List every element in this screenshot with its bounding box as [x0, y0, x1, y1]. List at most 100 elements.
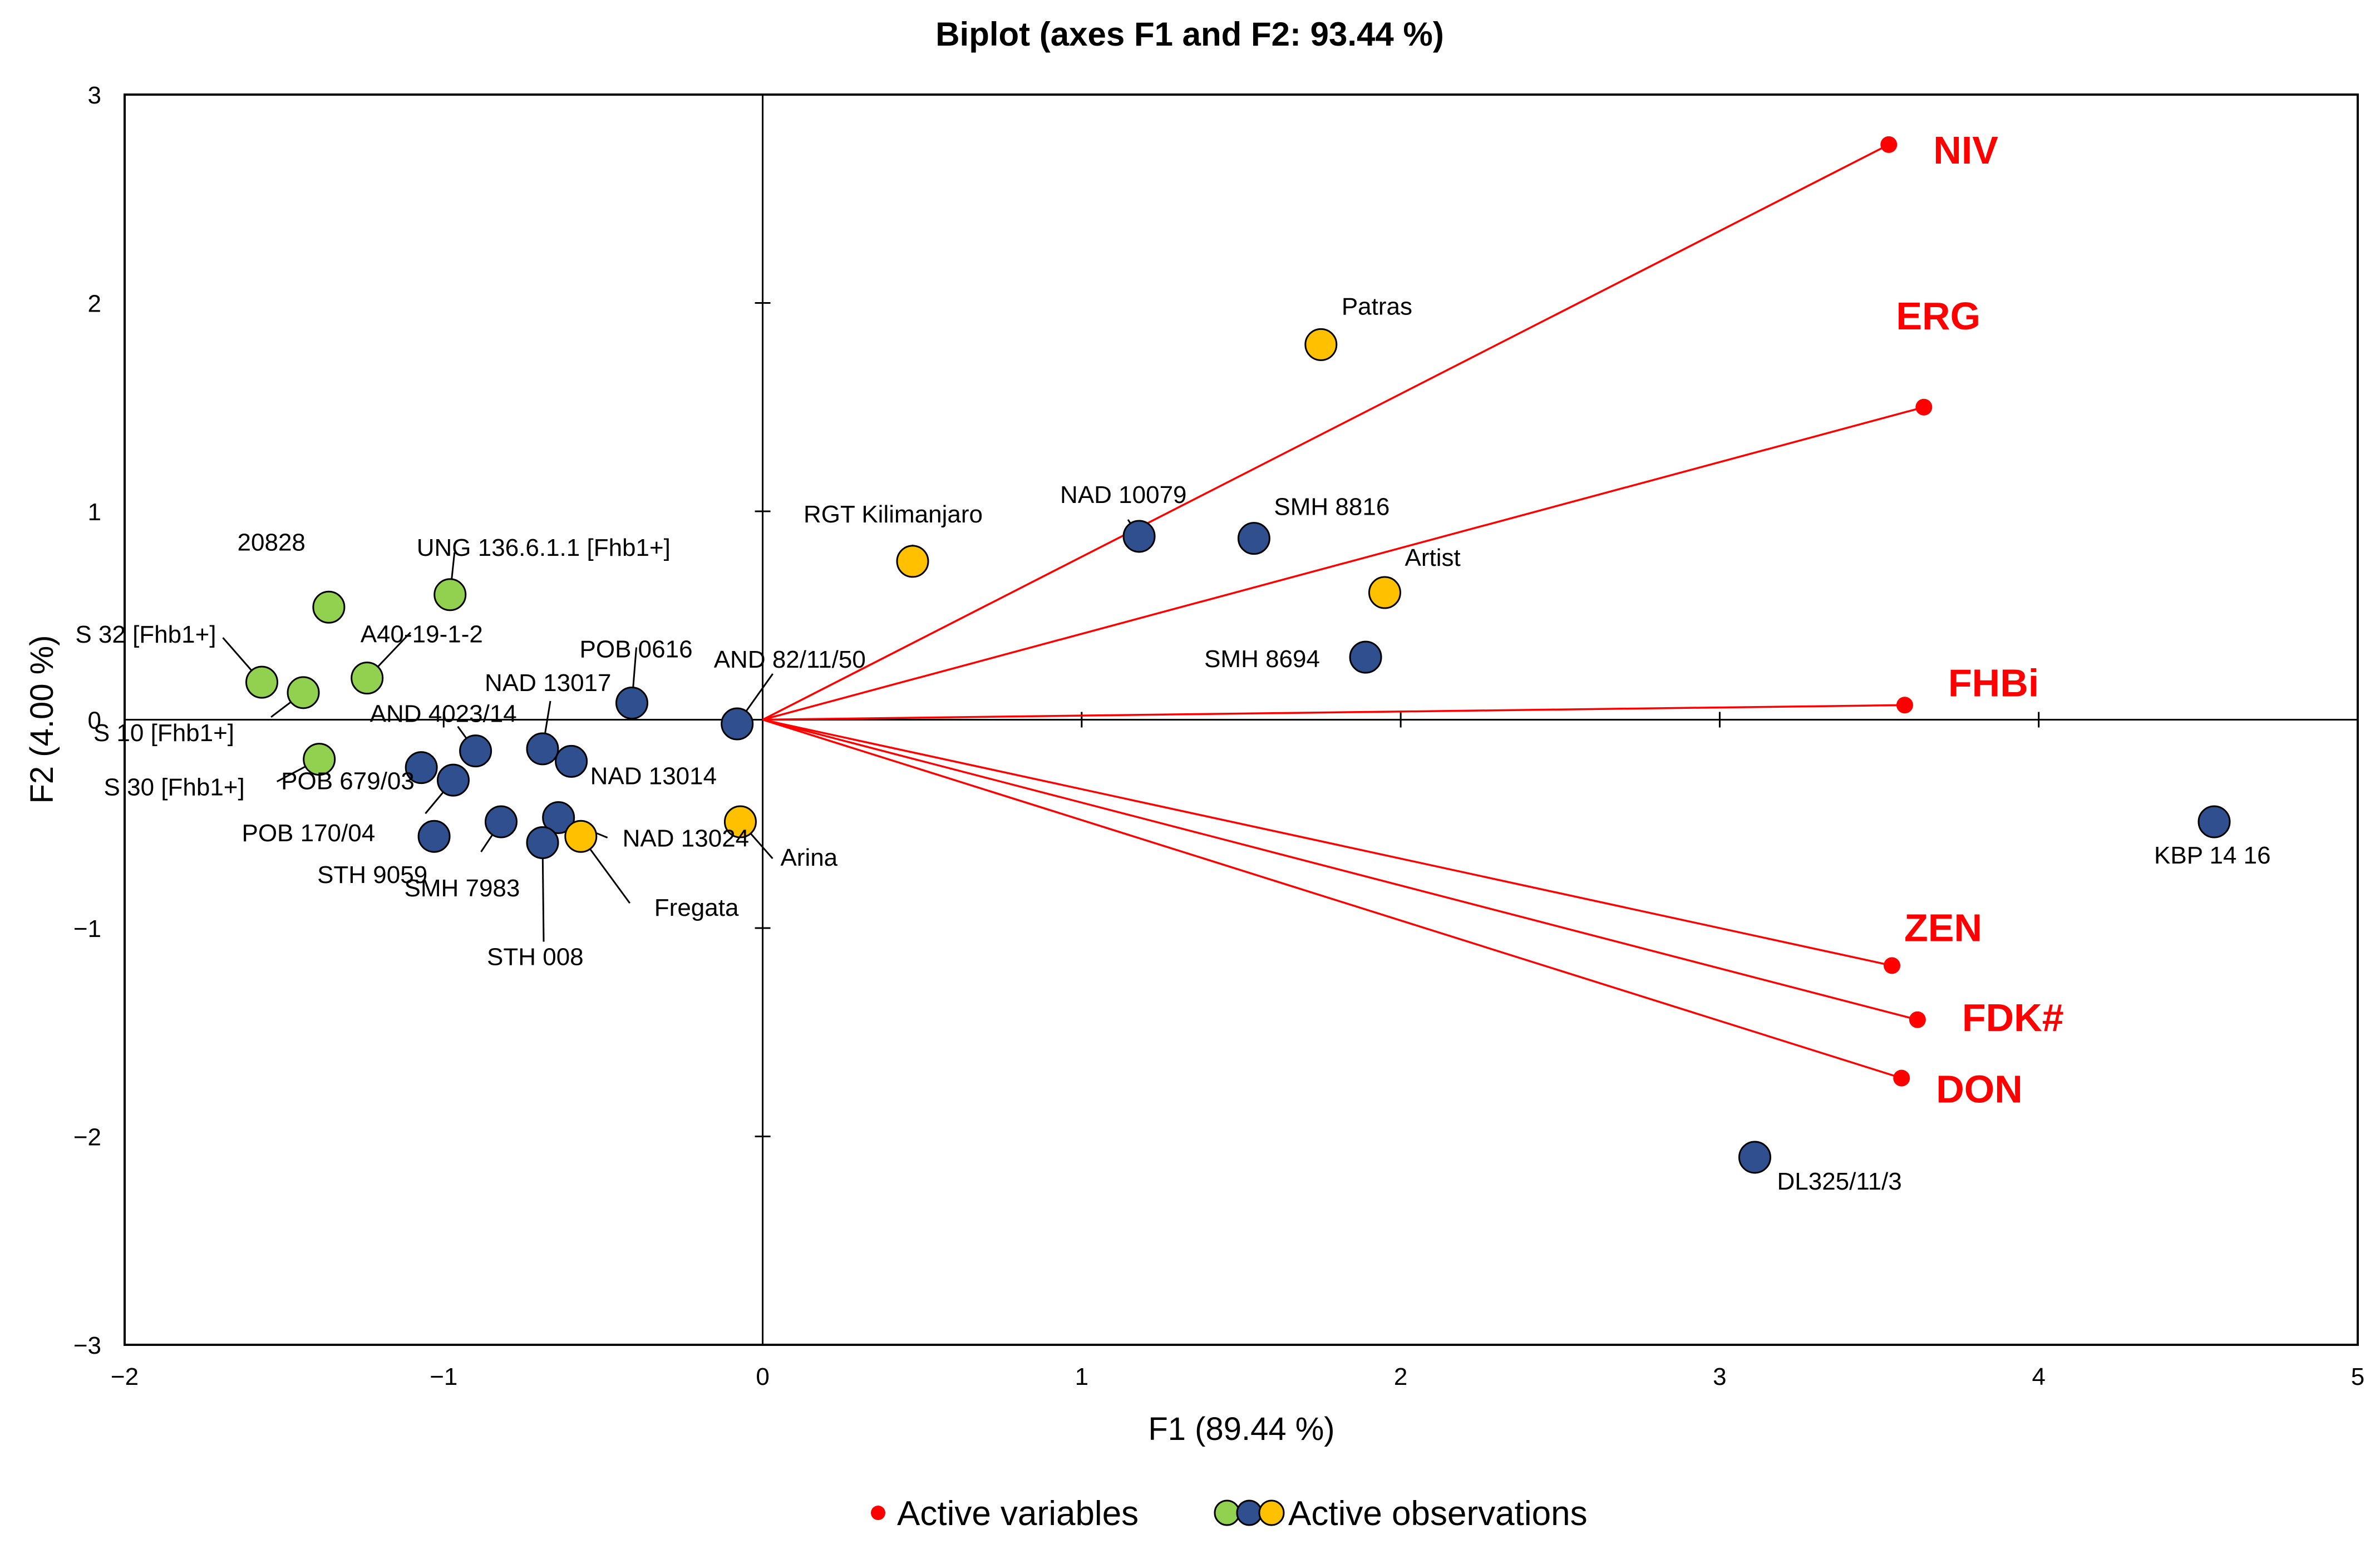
observation-point-a40-19-1-2	[351, 662, 384, 695]
observation-label-dl325-11-3: DL325/11/3	[1777, 1168, 1901, 1195]
x-tick-label: 3	[1713, 1363, 1726, 1390]
observation-label-s-30-fhb1: S 30 [Fhb1+]	[104, 774, 245, 801]
observation-label-sth-008: STH 008	[487, 943, 584, 970]
x-tick-label: 5	[2351, 1363, 2364, 1390]
variable-label: NIV	[1933, 129, 1998, 172]
variable-vector-don	[762, 718, 1902, 1079]
variable-point-don	[1893, 1069, 1910, 1087]
observation-label-s-32-fhb1: S 32 [Fhb1+]	[75, 621, 216, 648]
observation-label-and-4023-14: AND 4023/14	[370, 700, 517, 728]
variable-vector-zen	[762, 718, 1893, 967]
x-tick-label: 2	[1394, 1363, 1407, 1390]
observation-label-nad-13024: NAD 13024	[623, 825, 749, 852]
variable-vector-niv	[762, 144, 1890, 721]
legend-variables-label: Active variables	[897, 1494, 1139, 1533]
observation-point-dl325-11-3	[1738, 1141, 1771, 1174]
observation-label-rgt-kilimanjaro: RGT Kilimanjaro	[804, 501, 983, 528]
observation-point-nad-13024	[542, 801, 575, 835]
observation-label-sth-9059: STH 9059	[317, 861, 427, 889]
y-axis-title: F2 (4.00 %)	[24, 635, 60, 804]
observation-point-nad-13014	[555, 744, 588, 778]
observation-label-20828: 20828	[238, 529, 305, 556]
observation-point-smh-8816	[1237, 522, 1270, 555]
observation-label-pob-170-04: POB 170/04	[242, 820, 375, 847]
observation-label-nad-13017: NAD 13017	[485, 669, 611, 697]
x-tick-label: −2	[111, 1363, 139, 1390]
x-tick-label: 1	[1075, 1363, 1088, 1390]
observation-label-fregata: Fregata	[654, 894, 739, 921]
variable-point-fhbi	[1896, 697, 1913, 714]
variable-point-fdk	[1909, 1011, 1926, 1028]
observation-label-nad-13014: NAD 13014	[590, 762, 717, 790]
observation-point-pob-679-03	[405, 751, 438, 785]
observation-point-smh-7983	[484, 805, 518, 838]
observation-point-rgt-kilimanjaro	[896, 545, 929, 578]
observation-point-kbp-14-16	[2197, 805, 2231, 838]
variable-label: FHBi	[1948, 661, 2039, 704]
observation-point-arina	[723, 805, 757, 838]
variable-label: FDK#	[1962, 996, 2064, 1039]
x-tick-label: 0	[756, 1363, 769, 1390]
observation-points	[245, 328, 2231, 1174]
legend-observation-blue-marker	[1236, 1499, 1263, 1526]
variable-point-zen	[1884, 957, 1901, 974]
observation-point-s-30-fhb1	[303, 743, 336, 776]
point-labels: 20828 UNG 136.6.1.1 [Fhb1+] S 32 [Fhb1+] A4…	[75, 293, 2270, 1195]
observation-point-s-32-fhb1	[245, 665, 279, 699]
observation-point-pob-0616	[615, 687, 649, 720]
observation-label-smh-7983: SMH 7983	[404, 875, 520, 902]
observation-label-arina: Arina	[780, 844, 837, 871]
observation-label-artist: Artist	[1405, 544, 1460, 571]
x-tick-label: −1	[430, 1363, 457, 1390]
observation-label-ung-136-6-1-1-fhb1: UNG 136.6.1.1 [Fhb1+]	[417, 534, 671, 561]
observation-point-20828	[312, 590, 346, 624]
observation-label-patras: Patras	[1342, 293, 1412, 320]
variable-label: DON	[1936, 1068, 2023, 1111]
observation-label-and-82-11-50: AND 82/11/50	[714, 646, 866, 673]
observation-point-pob-170-04	[436, 763, 470, 797]
observation-label-nad-10079: NAD 10079	[1060, 481, 1186, 509]
y-tick-label: 2	[88, 290, 101, 318]
x-axis-title: F1 (89.44 %)	[1148, 1411, 1334, 1447]
legend-observation-green-marker	[1214, 1499, 1240, 1526]
leader-line-sth-008	[541, 842, 545, 942]
observation-label-s-10-fhb1: S 10 [Fhb1+]	[93, 719, 234, 747]
observation-label-a40-19-1-2: A40-19-1-2	[361, 621, 483, 648]
observation-point-artist	[1368, 576, 1401, 609]
observation-label-kbp-14-16: KBP 14 16	[2154, 842, 2271, 869]
variable-point-erg	[1915, 398, 1933, 416]
chart-title: Biplot (axes F1 and F2: 93.44 %)	[935, 16, 1444, 53]
observation-point-s-10-fhb1	[287, 676, 320, 709]
observation-point-nad-10079	[1122, 520, 1156, 553]
y-tick-label: −1	[73, 915, 101, 943]
y-tick-label: 1	[88, 499, 101, 526]
y-tick-label: 3	[88, 82, 101, 109]
variable-point-niv	[1880, 136, 1898, 153]
observation-point-sth-008	[526, 826, 559, 859]
variable-label: ZEN	[1904, 906, 1982, 949]
legend-variable-marker	[871, 1506, 885, 1520]
observation-point-smh-8694	[1349, 640, 1382, 674]
observation-label-smh-8816: SMH 8816	[1274, 494, 1389, 521]
legend-observation-orange-marker	[1258, 1499, 1285, 1526]
variable-vectors: NIV ERG FHBi ZEN FDK# DON	[762, 129, 2064, 1111]
observation-point-and-4023-14	[459, 734, 492, 768]
axes-layer: −2 −1 0 1 2 3 4 5 −3 −2 −1 0 1 2 3	[73, 82, 2364, 1390]
variable-vector-fdk	[762, 718, 1918, 1021]
observation-point-patras	[1304, 328, 1338, 361]
legend: Active variables Active observations	[871, 1494, 1588, 1533]
x-tick-label: 4	[2032, 1363, 2045, 1390]
observation-point-and-82-11-50	[721, 707, 754, 741]
variable-vector-erg	[762, 406, 1924, 721]
y-tick-label: 0	[88, 707, 101, 734]
y-tick-label: −3	[73, 1332, 101, 1359]
observation-point-fregata	[564, 820, 598, 853]
observation-label-smh-8694: SMH 8694	[1204, 645, 1320, 673]
observation-label-pob-679-03: POB 679/03	[281, 768, 415, 795]
observation-point-nad-13017	[526, 732, 559, 766]
observation-point-ung-136-6-1-1-fhb1	[433, 578, 467, 611]
y-tick-label: −2	[73, 1124, 101, 1151]
observation-point-sth-9059	[417, 820, 451, 853]
variable-vector-fhbi	[762, 704, 1905, 721]
